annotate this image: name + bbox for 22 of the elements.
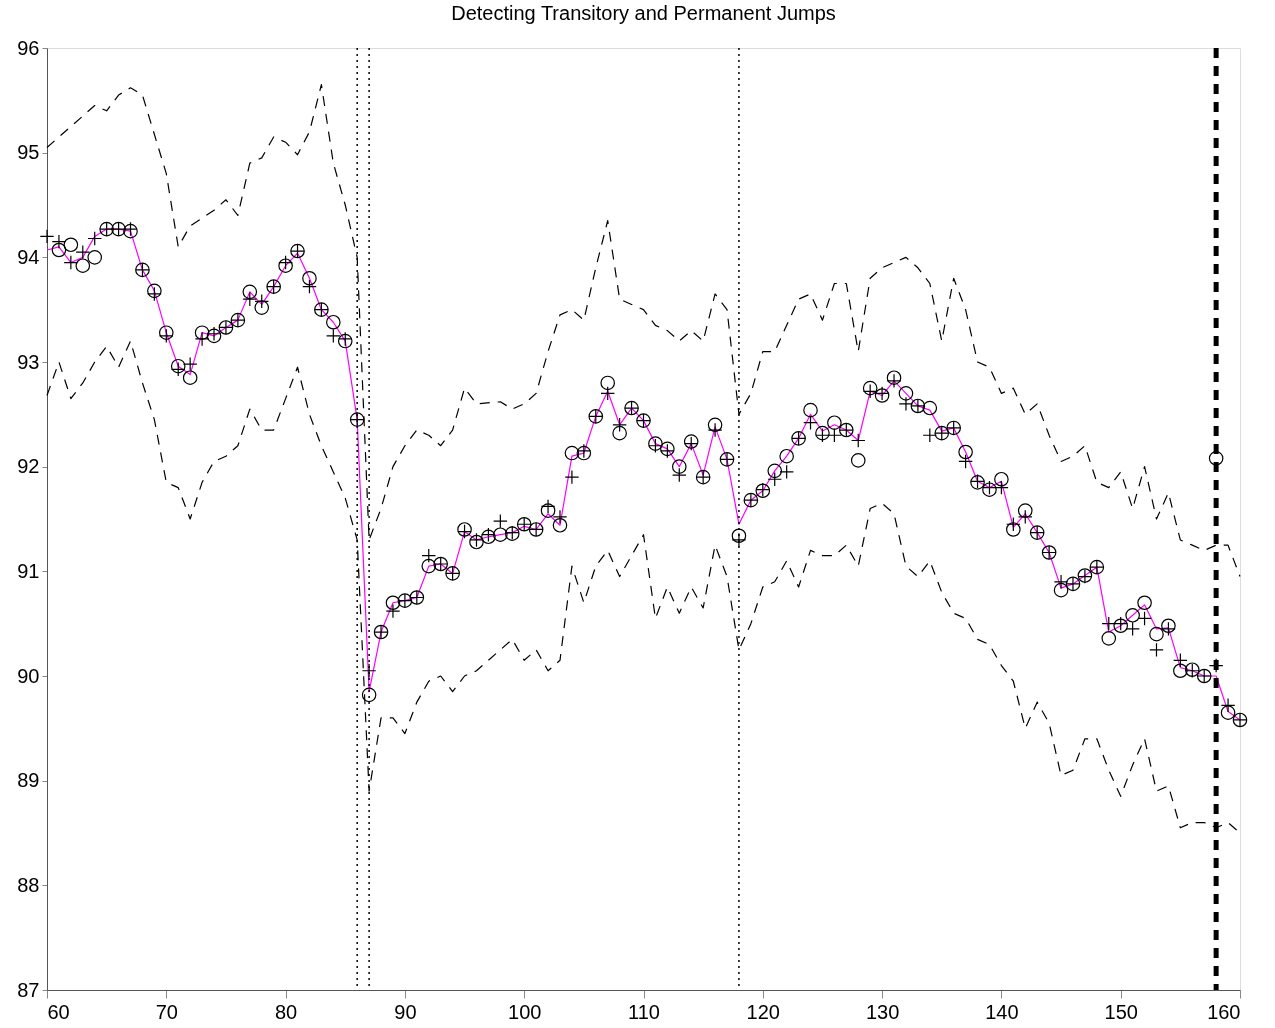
y-tick-label: 92 xyxy=(17,455,40,478)
x-tick-label: 160 xyxy=(1207,1000,1241,1023)
x-tick-label: 120 xyxy=(746,1000,780,1023)
y-tick-label: 88 xyxy=(17,873,40,896)
y-tick-label: 87 xyxy=(17,978,40,1001)
y-tick-label: 93 xyxy=(17,350,40,373)
chart-title: Detecting Transitory and Permanent Jumps xyxy=(451,2,836,24)
x-tick-label: 140 xyxy=(985,1000,1019,1023)
y-tick-label: 90 xyxy=(17,664,40,687)
x-tick-label: 130 xyxy=(865,1000,900,1023)
y-tick-label: 89 xyxy=(17,769,40,792)
y-tick-label: 94 xyxy=(17,245,40,268)
x-tick-label: 150 xyxy=(1104,1000,1138,1023)
y-tick-label: 95 xyxy=(17,141,40,164)
x-tick-label: 100 xyxy=(508,1000,542,1023)
y-tick-label: 91 xyxy=(17,559,40,582)
x-tick-label: 90 xyxy=(394,1000,417,1023)
x-tick-label: 110 xyxy=(628,1000,660,1023)
y-tick-label: 96 xyxy=(17,36,40,59)
x-tick-label: 80 xyxy=(274,1000,298,1023)
x-tick-label: 60 xyxy=(47,1000,70,1023)
x-tick-label: 70 xyxy=(155,1000,178,1023)
